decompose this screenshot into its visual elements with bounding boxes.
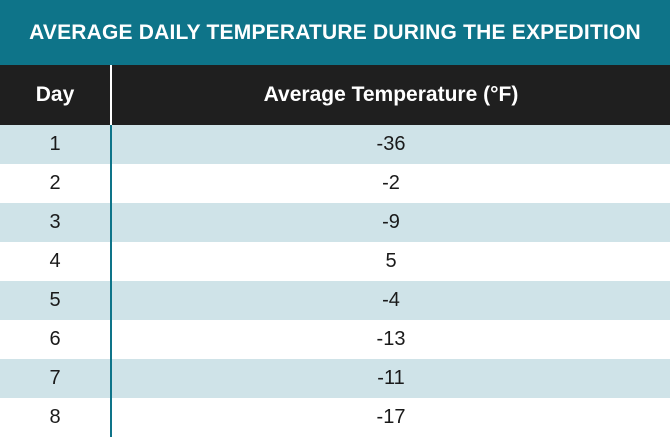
table-row: 7 -11	[0, 359, 670, 398]
table-row: 3 -9	[0, 203, 670, 242]
table-row: 5 -4	[0, 281, 670, 320]
day-cell: 1	[0, 125, 112, 164]
table-body: 1 -36 2 -2 3 -9 4 5 5 -4 6 -13 7 -11 8 -	[0, 125, 670, 437]
column-header-temperature: Average Temperature (°F)	[263, 83, 519, 106]
table-title: AVERAGE DAILY TEMPERATURE DURING THE EXP…	[0, 0, 670, 65]
temperature-cell: -9	[382, 211, 400, 233]
table-header-row: Day Average Temperature (°F)	[0, 65, 670, 125]
table-row: 6 -13	[0, 320, 670, 359]
temperature-cell: 5	[385, 250, 397, 272]
day-cell: 7	[0, 359, 112, 398]
day-cell: 2	[0, 164, 112, 203]
day-cell: 4	[0, 242, 112, 281]
column-header-day: Day	[0, 65, 112, 125]
temperature-cell: -36	[376, 133, 406, 155]
table-row: 2 -2	[0, 164, 670, 203]
temperature-cell: -11	[377, 367, 405, 389]
temperature-cell: -2	[382, 172, 400, 194]
day-cell: 3	[0, 203, 112, 242]
day-cell: 8	[0, 398, 112, 437]
table-row: 8 -17	[0, 398, 670, 437]
day-cell: 5	[0, 281, 112, 320]
table-row: 4 5	[0, 242, 670, 281]
temperature-cell: -4	[382, 289, 400, 311]
temperature-cell: -13	[376, 328, 406, 350]
table-row: 1 -36	[0, 125, 670, 164]
temperature-cell: -17	[376, 406, 406, 428]
day-cell: 6	[0, 320, 112, 359]
